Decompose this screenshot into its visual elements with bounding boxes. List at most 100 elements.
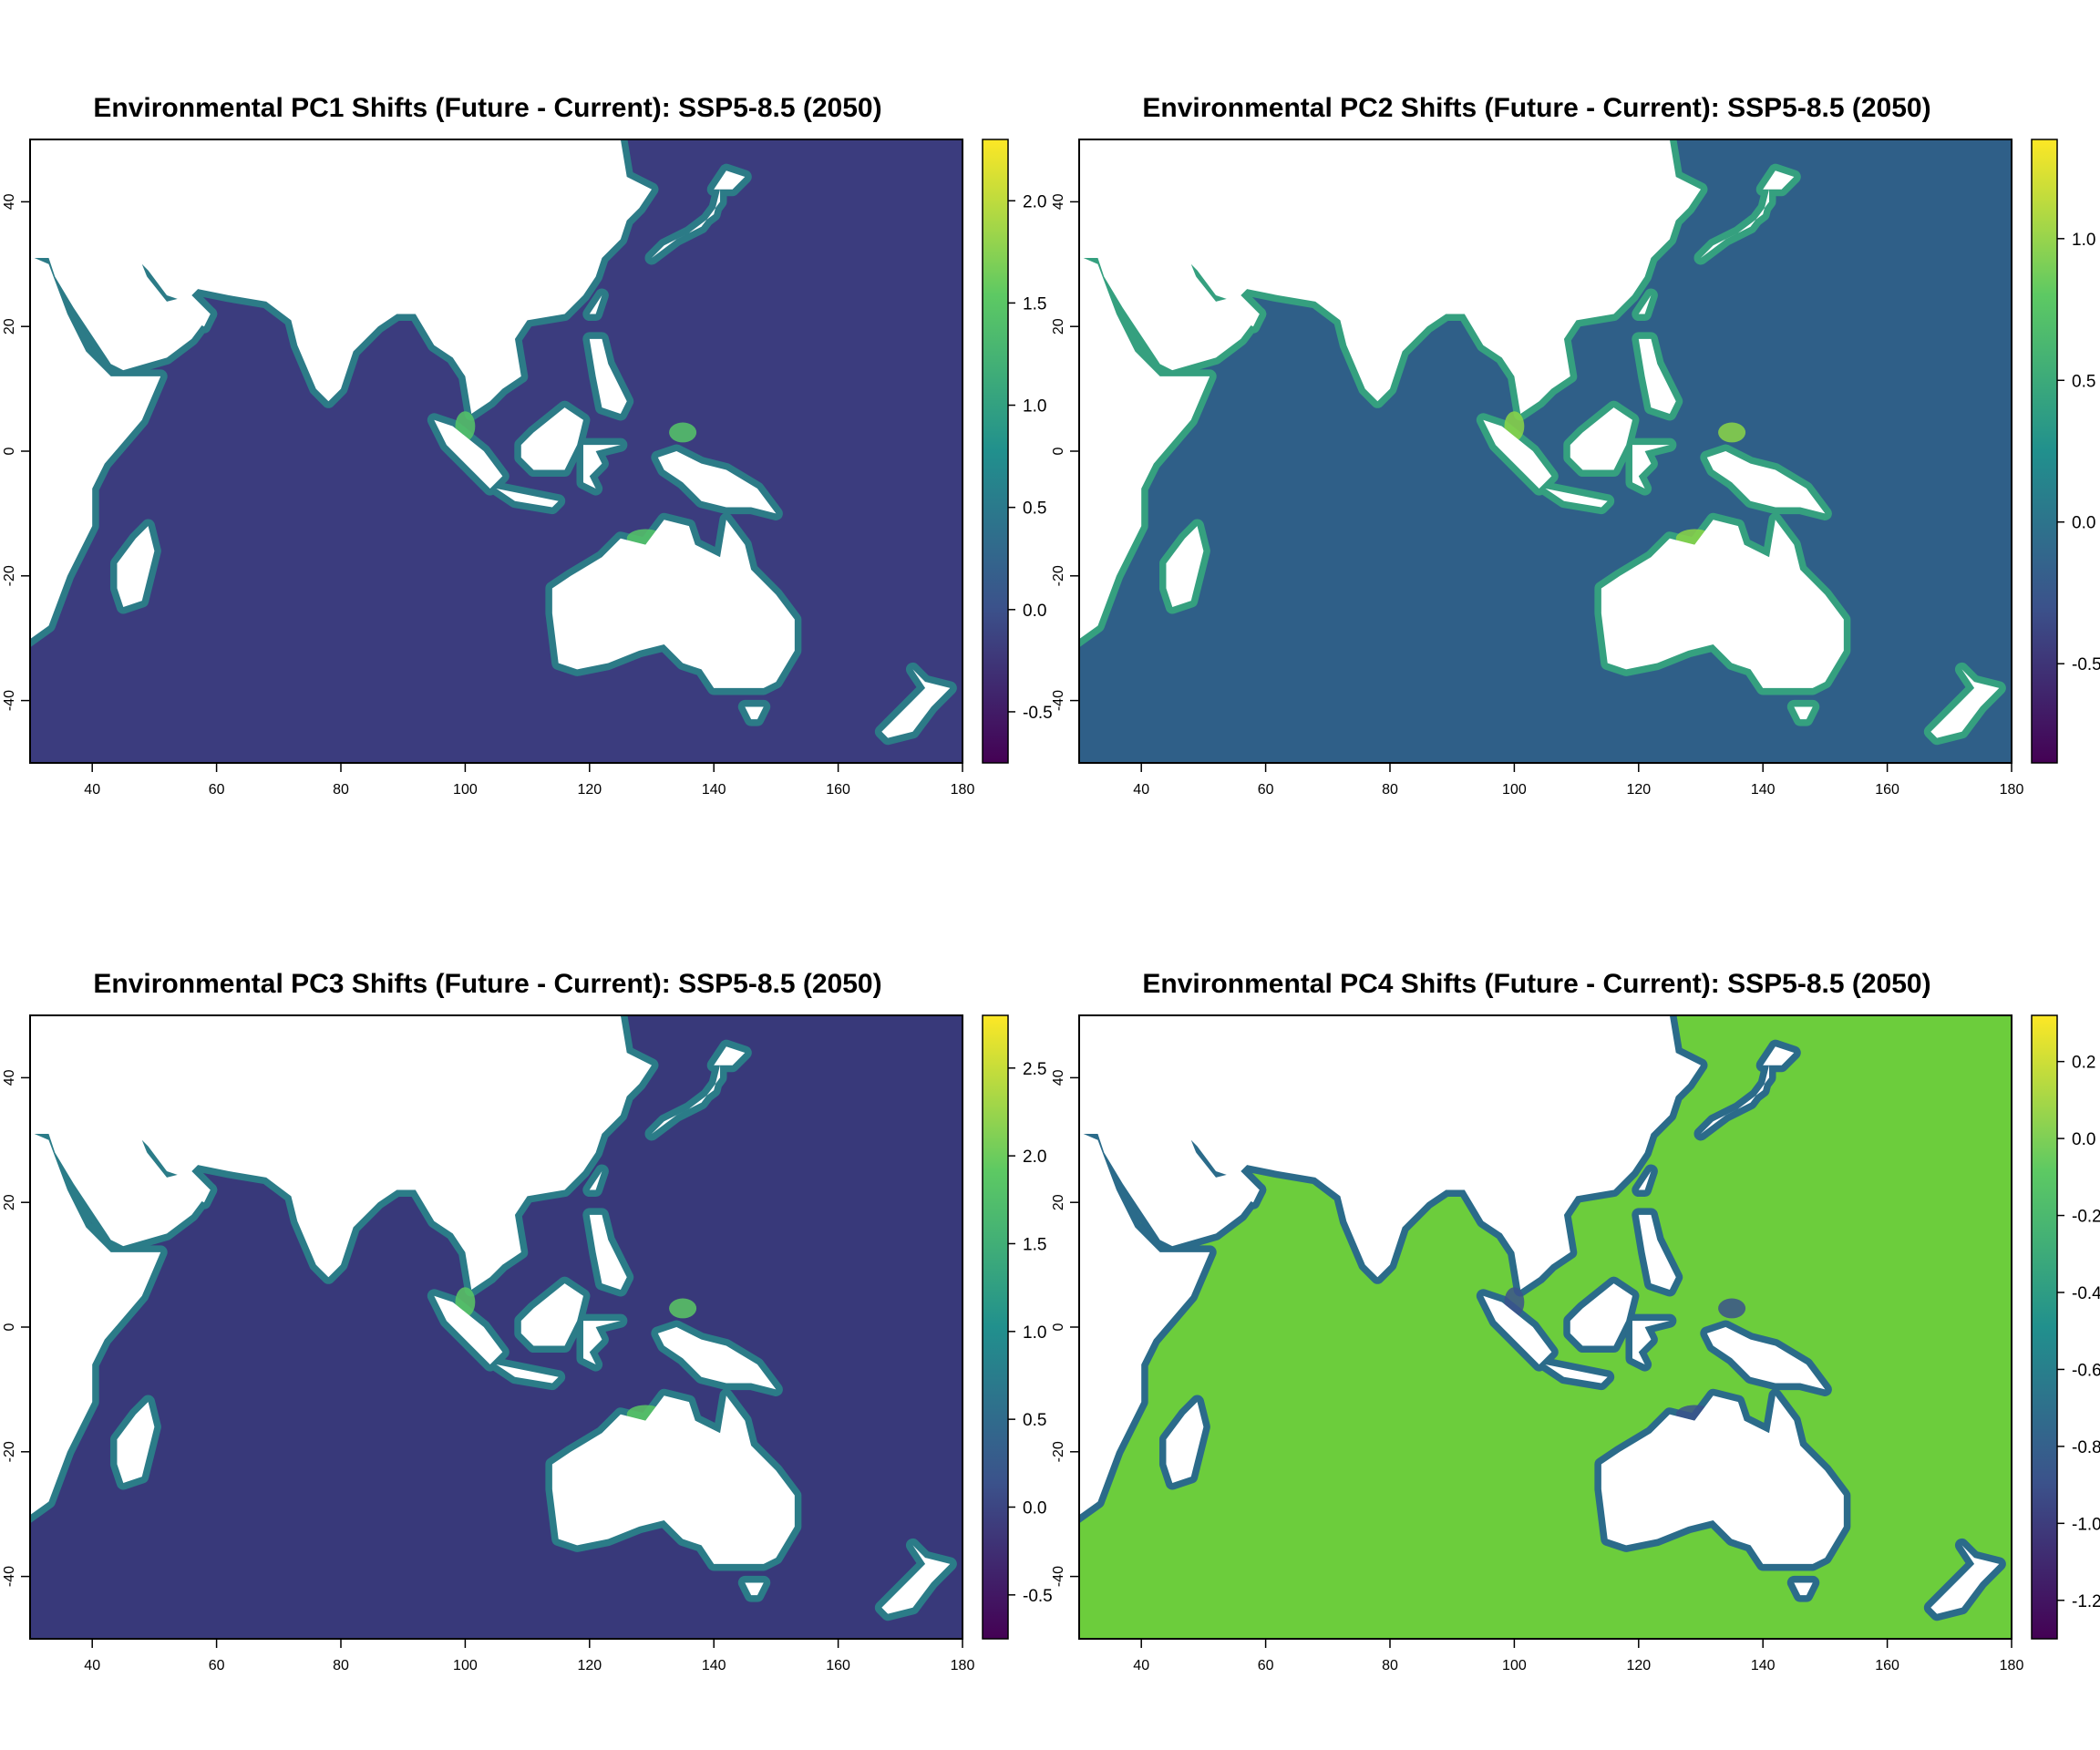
x-tick-label: 100 [1502, 1658, 1527, 1673]
x-tick-label: 80 [1382, 1658, 1398, 1673]
panel-title: Environmental PC2 Shifts (Future - Curre… [1142, 93, 1930, 123]
colorbar-tick-label: -0.4 [2072, 1284, 2100, 1303]
map-panel-1: Environmental PC1 Shifts (Future - Curre… [2, 93, 1053, 798]
colorbar-tick-label: -0.8 [2072, 1438, 2100, 1457]
y-tick-label: 40 [2, 193, 17, 210]
x-tick-label: 140 [702, 782, 726, 798]
y-tick-label: -40 [2, 1566, 17, 1587]
colorbar: 2.5 2.0 1.5 1.0 0.5 0.0 -0.5 [982, 1014, 1053, 1640]
x-tick-label: 160 [826, 782, 850, 798]
x-tick-label: 120 [1626, 1658, 1651, 1673]
y-tick-label: 40 [1051, 193, 1066, 210]
x-tick-label: 40 [1133, 1658, 1149, 1673]
map-panel-4: Environmental PC4 Shifts (Future - Curre… [1051, 969, 2100, 1673]
y-tick-label: 20 [1051, 1194, 1066, 1210]
x-tick-label: 80 [1382, 782, 1398, 798]
colorbar-tick-label: 1.0 [1023, 1323, 1046, 1343]
hotspot [1718, 422, 1746, 443]
y-tick-label: 20 [2, 318, 17, 335]
x-tick-label: 60 [209, 782, 225, 798]
y-tick-label: 0 [1051, 447, 1066, 455]
y-tick-label: -40 [1051, 1566, 1066, 1587]
map-raster [30, 1015, 962, 1639]
y-tick-label: -40 [2, 690, 17, 711]
x-tick-label: 80 [333, 782, 349, 798]
x-tick-label: 160 [1875, 1658, 1899, 1673]
colorbar-tick-label: 2.0 [1023, 1148, 1046, 1167]
colorbar-gradient [2031, 1014, 2058, 1640]
panel-title: Environmental PC1 Shifts (Future - Curre… [93, 93, 881, 123]
colorbar-tick-label: 0.5 [1023, 1411, 1046, 1430]
colorbar-tick-label: 0.0 [2072, 514, 2095, 533]
x-tick-label: 140 [1751, 782, 1776, 798]
x-tick-label: 40 [1133, 782, 1149, 798]
colorbar: 0.2 0.0 -0.2 -0.4 -0.6 -0.8 -1.0 -1.2 [2031, 1014, 2100, 1640]
map-raster [1079, 139, 2012, 763]
colorbar: 1.0 0.5 0.0 -0.5 [2031, 139, 2100, 764]
x-tick-label: 180 [951, 782, 975, 798]
colorbar-tick-label: 2.0 [1023, 192, 1046, 211]
y-tick-label: 0 [2, 447, 17, 455]
colorbar-tick-label: 0.5 [2072, 372, 2095, 391]
map-raster [30, 139, 962, 763]
hotspot [669, 1298, 697, 1319]
colorbar-tick-label: 1.0 [2072, 231, 2095, 250]
x-tick-label: 140 [1751, 1658, 1776, 1673]
y-tick-label: -20 [2, 1441, 17, 1462]
panels-layer: Environmental PC1 Shifts (Future - Curre… [2, 93, 2100, 1673]
x-tick-label: 140 [702, 1658, 726, 1673]
map-panel-2: Environmental PC2 Shifts (Future - Curre… [1051, 93, 2100, 798]
y-tick-label: -20 [2, 565, 17, 586]
panel-title: Environmental PC3 Shifts (Future - Curre… [93, 969, 881, 999]
y-tick-label: 0 [1051, 1323, 1066, 1331]
colorbar-tick-label: 1.0 [1023, 397, 1046, 417]
x-tick-label: 100 [1502, 782, 1527, 798]
x-tick-label: 100 [453, 1658, 478, 1673]
colorbar-tick-label: 0.0 [1023, 602, 1046, 621]
x-tick-label: 60 [1258, 1658, 1274, 1673]
colorbar-gradient [982, 1014, 1009, 1640]
x-tick-label: 160 [826, 1658, 850, 1673]
y-tick-label: 20 [1051, 318, 1066, 335]
colorbar-tick-label: 0.5 [1023, 499, 1046, 519]
y-tick-label: -20 [1051, 1441, 1066, 1462]
hotspot [669, 422, 697, 443]
panel-title: Environmental PC4 Shifts (Future - Curre… [1142, 969, 1930, 999]
colorbar-tick-label: -0.5 [1023, 704, 1053, 723]
colorbar-tick-label: 1.5 [1023, 1235, 1046, 1254]
y-tick-label: -20 [1051, 565, 1066, 586]
y-tick-label: 0 [2, 1323, 17, 1331]
colorbar-tick-label: 1.5 [1023, 294, 1046, 314]
x-tick-label: 180 [2000, 1658, 2024, 1673]
map-panel-3: Environmental PC3 Shifts (Future - Curre… [2, 969, 1053, 1673]
x-tick-label: 60 [1258, 782, 1274, 798]
x-tick-label: 160 [1875, 782, 1899, 798]
colorbar-tick-label: -1.0 [2072, 1515, 2100, 1534]
colorbar-tick-label: 0.0 [1023, 1498, 1046, 1518]
colorbar-tick-label: -0.2 [2072, 1208, 2100, 1227]
colorbar-tick-label: -0.5 [2072, 655, 2100, 674]
y-tick-label: 40 [1051, 1069, 1066, 1086]
colorbar-gradient [982, 139, 1009, 764]
y-tick-label: 20 [2, 1194, 17, 1210]
x-tick-label: 120 [1626, 782, 1651, 798]
x-tick-label: 60 [209, 1658, 225, 1673]
hotspot [1718, 1298, 1746, 1319]
x-tick-label: 40 [84, 782, 100, 798]
colorbar-tick-label: 2.5 [1023, 1060, 1046, 1079]
colorbar-gradient [2031, 139, 2058, 764]
x-tick-label: 100 [453, 782, 478, 798]
y-tick-label: 40 [2, 1069, 17, 1086]
x-tick-label: 180 [951, 1658, 975, 1673]
x-tick-label: 120 [577, 782, 602, 798]
map-raster [1079, 1015, 2012, 1639]
y-tick-label: -40 [1051, 690, 1066, 711]
x-tick-label: 120 [577, 1658, 602, 1673]
colorbar-tick-label: -1.2 [2072, 1592, 2100, 1611]
colorbar-tick-label: 0.2 [2072, 1054, 2095, 1073]
colorbar-tick-label: -0.5 [1023, 1587, 1053, 1606]
colorbar-tick-label: -0.6 [2072, 1361, 2100, 1380]
x-tick-label: 180 [2000, 782, 2024, 798]
x-tick-label: 80 [333, 1658, 349, 1673]
x-tick-label: 40 [84, 1658, 100, 1673]
